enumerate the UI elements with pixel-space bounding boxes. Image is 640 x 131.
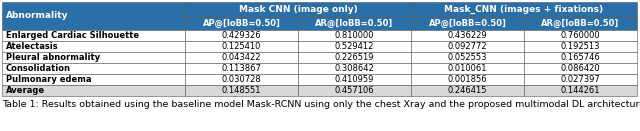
- Bar: [298, 85, 411, 96]
- Bar: [2, 2, 185, 30]
- Text: 0.436229: 0.436229: [448, 31, 487, 40]
- Text: Consolidation: Consolidation: [6, 64, 71, 73]
- Bar: [411, 63, 524, 74]
- Bar: [298, 16, 411, 30]
- Text: 0.027397: 0.027397: [561, 75, 600, 84]
- Bar: [524, 16, 637, 30]
- Bar: [524, 52, 637, 63]
- Bar: [298, 74, 411, 85]
- Text: 0.010061: 0.010061: [448, 64, 487, 73]
- Bar: [2, 63, 185, 74]
- Bar: [411, 16, 524, 30]
- Text: 0.760000: 0.760000: [561, 31, 600, 40]
- Text: 0.529412: 0.529412: [335, 42, 374, 51]
- Bar: [411, 85, 524, 96]
- Text: 0.144261: 0.144261: [561, 86, 600, 95]
- Bar: [411, 41, 524, 52]
- Bar: [2, 30, 185, 41]
- Bar: [298, 30, 411, 41]
- Bar: [185, 16, 298, 30]
- Bar: [2, 85, 185, 96]
- Bar: [411, 2, 637, 16]
- Bar: [298, 52, 411, 63]
- Bar: [2, 41, 185, 52]
- Text: 0.810000: 0.810000: [335, 31, 374, 40]
- Bar: [185, 30, 298, 41]
- Text: Atelectasis: Atelectasis: [6, 42, 59, 51]
- Text: 0.043422: 0.043422: [222, 53, 261, 62]
- Text: 0.148551: 0.148551: [222, 86, 261, 95]
- Text: 0.226519: 0.226519: [335, 53, 374, 62]
- Bar: [524, 63, 637, 74]
- Bar: [185, 41, 298, 52]
- Text: Mask CNN (image only): Mask CNN (image only): [239, 4, 357, 13]
- Text: Enlarged Cardiac Silhouette: Enlarged Cardiac Silhouette: [6, 31, 139, 40]
- Text: 0.192513: 0.192513: [561, 42, 600, 51]
- Bar: [411, 74, 524, 85]
- Bar: [2, 74, 185, 85]
- Text: 0.308642: 0.308642: [335, 64, 374, 73]
- Text: AR@[IoBB=0.50]: AR@[IoBB=0.50]: [541, 18, 620, 28]
- Text: 0.030728: 0.030728: [221, 75, 261, 84]
- Text: AR@[IoBB=0.50]: AR@[IoBB=0.50]: [316, 18, 394, 28]
- Bar: [524, 30, 637, 41]
- Text: 0.125410: 0.125410: [222, 42, 261, 51]
- Text: 0.429326: 0.429326: [221, 31, 261, 40]
- Text: Abnormality: Abnormality: [6, 12, 68, 20]
- Text: Mask_CNN (images + fixations): Mask_CNN (images + fixations): [444, 4, 604, 14]
- Text: 0.410959: 0.410959: [335, 75, 374, 84]
- Bar: [411, 30, 524, 41]
- Bar: [185, 2, 411, 16]
- Text: Pulmonary edema: Pulmonary edema: [6, 75, 92, 84]
- Text: Table 1: Results obtained using the baseline model Mask-RCNN using only the ches: Table 1: Results obtained using the base…: [2, 100, 640, 109]
- Text: 0.092772: 0.092772: [448, 42, 487, 51]
- Text: Average: Average: [6, 86, 45, 95]
- Text: 0.001856: 0.001856: [448, 75, 487, 84]
- Bar: [2, 52, 185, 63]
- Bar: [185, 74, 298, 85]
- Bar: [411, 52, 524, 63]
- Bar: [185, 52, 298, 63]
- Text: AP@[IoBB=0.50]: AP@[IoBB=0.50]: [203, 18, 280, 28]
- Text: AP@[IoBB=0.50]: AP@[IoBB=0.50]: [429, 18, 506, 28]
- Text: 0.165746: 0.165746: [561, 53, 600, 62]
- Bar: [524, 85, 637, 96]
- Bar: [298, 63, 411, 74]
- Text: 0.086420: 0.086420: [561, 64, 600, 73]
- Text: 0.052553: 0.052553: [448, 53, 487, 62]
- Text: 0.246415: 0.246415: [448, 86, 487, 95]
- Bar: [524, 41, 637, 52]
- Text: 0.457106: 0.457106: [335, 86, 374, 95]
- Bar: [524, 74, 637, 85]
- Bar: [185, 63, 298, 74]
- Bar: [298, 41, 411, 52]
- Text: 0.113867: 0.113867: [221, 64, 262, 73]
- Text: Pleural abnormality: Pleural abnormality: [6, 53, 100, 62]
- Bar: [185, 85, 298, 96]
